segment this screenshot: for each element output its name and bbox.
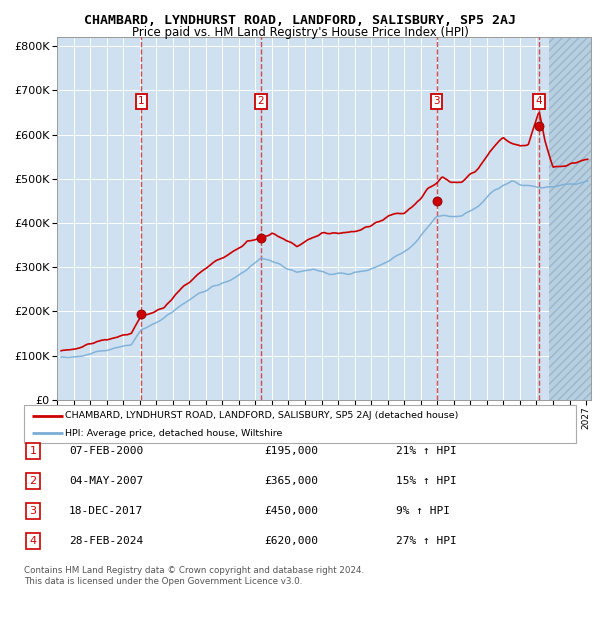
Text: 27% ↑ HPI: 27% ↑ HPI	[396, 536, 457, 546]
Text: CHAMBARD, LYNDHURST ROAD, LANDFORD, SALISBURY, SP5 2AJ (detached house): CHAMBARD, LYNDHURST ROAD, LANDFORD, SALI…	[65, 411, 459, 420]
Text: 3: 3	[433, 96, 440, 107]
Text: 15% ↑ HPI: 15% ↑ HPI	[396, 476, 457, 486]
Text: 9% ↑ HPI: 9% ↑ HPI	[396, 506, 450, 516]
FancyBboxPatch shape	[24, 405, 576, 443]
Text: 2: 2	[257, 96, 265, 107]
Text: £365,000: £365,000	[264, 476, 318, 486]
Text: £195,000: £195,000	[264, 446, 318, 456]
Text: 1: 1	[29, 446, 37, 456]
Text: HPI: Average price, detached house, Wiltshire: HPI: Average price, detached house, Wilt…	[65, 429, 283, 438]
Text: 4: 4	[29, 536, 37, 546]
Text: 18-DEC-2017: 18-DEC-2017	[69, 506, 143, 516]
Text: CHAMBARD, LYNDHURST ROAD, LANDFORD, SALISBURY, SP5 2AJ: CHAMBARD, LYNDHURST ROAD, LANDFORD, SALI…	[84, 14, 516, 27]
Text: £450,000: £450,000	[264, 506, 318, 516]
Text: Contains HM Land Registry data © Crown copyright and database right 2024.: Contains HM Land Registry data © Crown c…	[24, 566, 364, 575]
Text: 1: 1	[138, 96, 145, 107]
Text: 04-MAY-2007: 04-MAY-2007	[69, 476, 143, 486]
Text: 3: 3	[29, 506, 37, 516]
Text: £620,000: £620,000	[264, 536, 318, 546]
Text: 2: 2	[29, 476, 37, 486]
Text: Price paid vs. HM Land Registry's House Price Index (HPI): Price paid vs. HM Land Registry's House …	[131, 26, 469, 39]
Text: 21% ↑ HPI: 21% ↑ HPI	[396, 446, 457, 456]
Text: This data is licensed under the Open Government Licence v3.0.: This data is licensed under the Open Gov…	[24, 577, 302, 586]
Text: 28-FEB-2024: 28-FEB-2024	[69, 536, 143, 546]
Text: 4: 4	[536, 96, 542, 107]
Bar	[549, 37, 600, 400]
Text: 07-FEB-2000: 07-FEB-2000	[69, 446, 143, 456]
